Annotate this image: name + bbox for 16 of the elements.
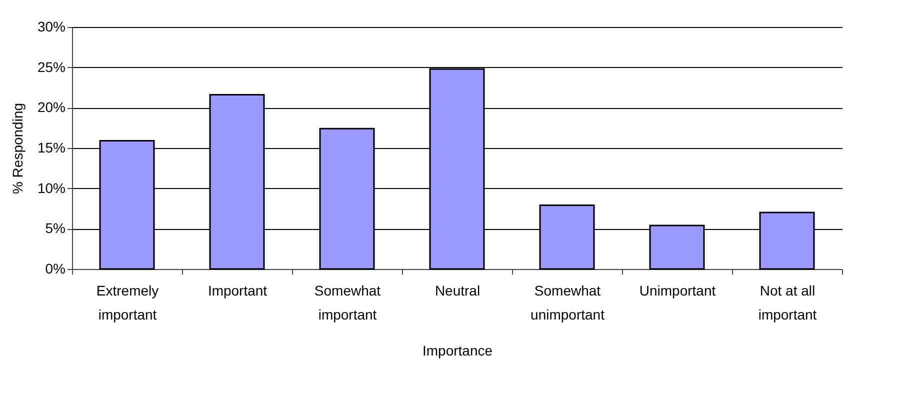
y-tick-label: 5% xyxy=(45,220,66,236)
x-tick-label: Somewhat unimportant xyxy=(530,282,605,322)
y-tick-label: 20% xyxy=(37,99,66,116)
x-tick-label: Not at all important xyxy=(758,282,817,322)
y-tick-label: 25% xyxy=(37,58,66,75)
y-tick-label: 15% xyxy=(37,140,66,156)
x-axis-title: Importance xyxy=(422,342,493,358)
y-tick-label: 0% xyxy=(45,260,66,276)
y-axis-title: % Responding xyxy=(9,102,26,194)
x-tick-label: Important xyxy=(208,282,268,298)
x-tick-label: Extremely important xyxy=(96,282,159,322)
x-tick-label: Unimportant xyxy=(639,282,716,298)
x-tick-label: Neutral xyxy=(434,282,480,298)
y-tick-label: 10% xyxy=(37,180,66,196)
x-tick-label: Somewhat important xyxy=(314,282,381,322)
y-tick-label: 30% xyxy=(37,18,66,34)
